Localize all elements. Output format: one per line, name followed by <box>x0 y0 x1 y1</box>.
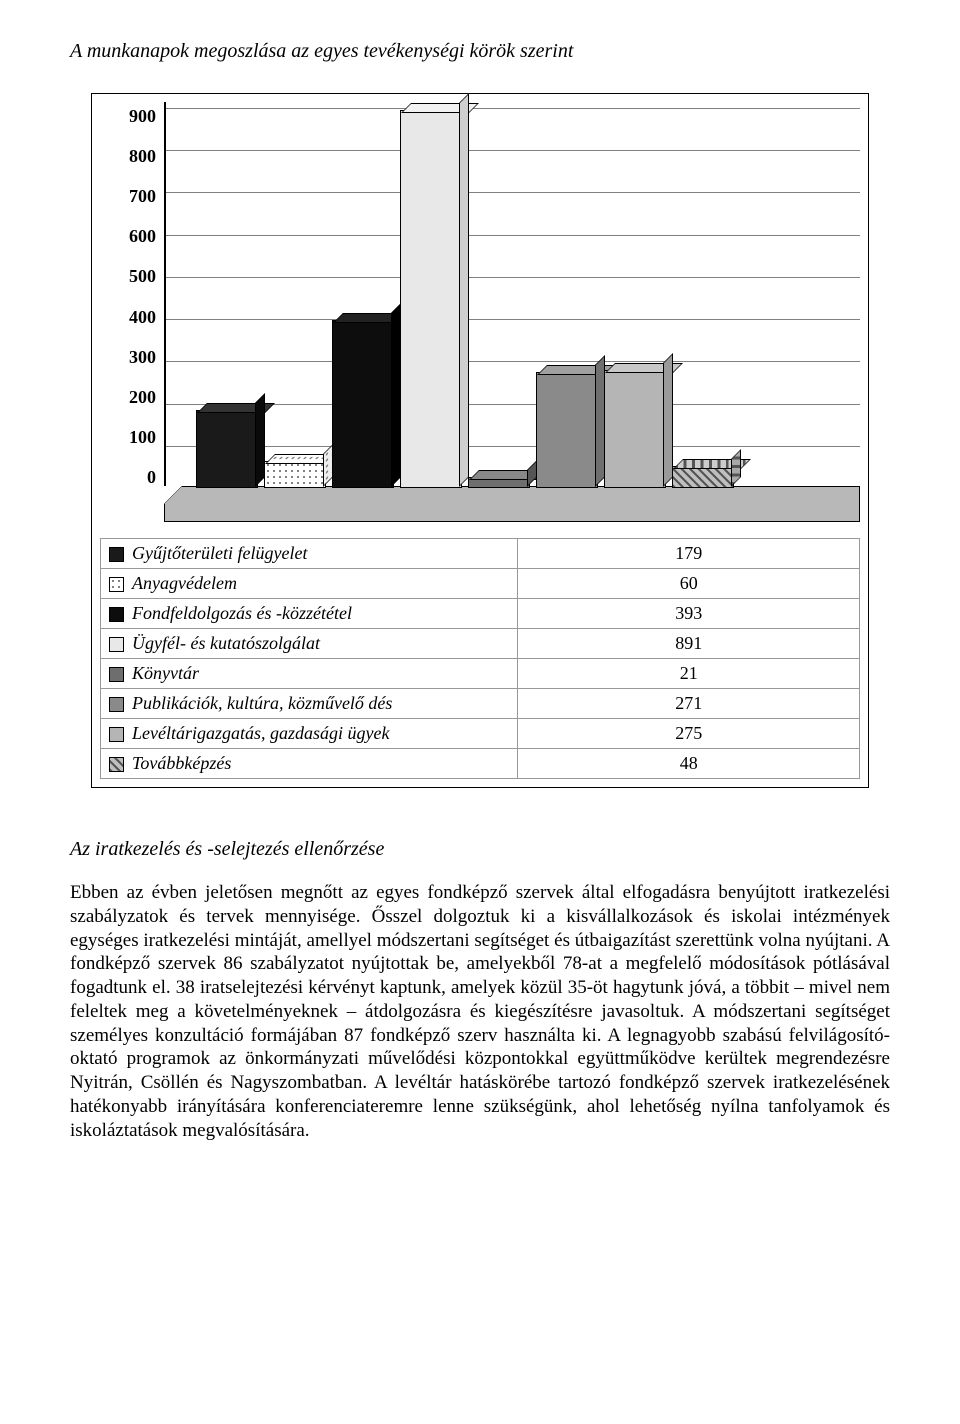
section-heading: Az iratkezelés és -selejtezés ellenőrzés… <box>70 838 890 861</box>
legend-value: 275 <box>518 719 860 749</box>
y-axis: 900 800 700 600 500 400 300 200 100 0 <box>100 102 164 522</box>
bar <box>604 370 666 488</box>
legend-label-cell: Könyvtár <box>101 659 518 689</box>
legend-label: Fondfeldolgozás és -közzététel <box>132 603 352 623</box>
y-tick-label: 100 <box>129 427 156 448</box>
y-tick-label: 300 <box>129 347 156 368</box>
legend-label: Könyvtár <box>132 663 199 683</box>
legend-swatch <box>109 547 124 562</box>
legend-label: Gyűjtőterületi felügyelet <box>132 543 307 563</box>
legend-label: Továbbképzés <box>132 753 231 773</box>
bar <box>196 410 258 488</box>
legend-label-cell: Publikációk, kultúra, közművelő dés <box>101 689 518 719</box>
bar <box>400 110 462 488</box>
bar <box>672 466 734 488</box>
legend-value: 393 <box>518 599 860 629</box>
bar-side-face <box>459 93 469 487</box>
legend-table: Gyűjtőterületi felügyelet179Anyagvédelem… <box>100 538 860 779</box>
bars-container <box>196 108 850 488</box>
legend-label-cell: Továbbképzés <box>101 749 518 779</box>
legend-row: Levéltárigazgatás, gazdasági ügyek 275 <box>101 719 860 749</box>
legend-swatch <box>109 697 124 712</box>
y-tick-label: 200 <box>129 387 156 408</box>
plot-area <box>164 102 860 522</box>
legend-swatch <box>109 667 124 682</box>
bar <box>536 372 598 488</box>
bar-side-face <box>731 449 741 487</box>
legend-row: Továbbképzés 48 <box>101 749 860 779</box>
legend-swatch <box>109 607 124 622</box>
legend-row: Gyűjtőterületi felügyelet 179 <box>101 539 860 569</box>
page-title: A munkanapok megoszlása az egyes tevéken… <box>70 40 890 63</box>
legend-row: Könyvtár 21 <box>101 659 860 689</box>
document-page: A munkanapok megoszlása az egyes tevéken… <box>0 0 960 1202</box>
legend-label: Ügyfél- és kutatószolgálat <box>132 633 320 653</box>
legend-label-cell: Ügyfél- és kutatószolgálat <box>101 629 518 659</box>
legend-value: 21 <box>518 659 860 689</box>
legend-label-cell: Levéltárigazgatás, gazdasági ügyek <box>101 719 518 749</box>
legend-swatch <box>109 637 124 652</box>
chart-floor <box>164 486 860 522</box>
legend-label-cell: Gyűjtőterületi felügyelet <box>101 539 518 569</box>
y-tick-label: 900 <box>129 106 156 127</box>
legend-swatch <box>109 727 124 742</box>
legend-label: Anyagvédelem <box>132 573 237 593</box>
legend-row: Ügyfél- és kutatószolgálat 891 <box>101 629 860 659</box>
legend-value: 60 <box>518 569 860 599</box>
legend-value: 891 <box>518 629 860 659</box>
bar-chart: 900 800 700 600 500 400 300 200 100 0 Gyűjtőterül… <box>91 93 869 788</box>
y-tick-label: 0 <box>147 467 156 488</box>
bar <box>332 320 394 488</box>
legend-swatch <box>109 577 124 592</box>
body-paragraph: Ebben az évben jeletősen megnőtt az egye… <box>70 881 890 1142</box>
bar <box>468 477 530 488</box>
legend-value: 48 <box>518 749 860 779</box>
legend-value: 271 <box>518 689 860 719</box>
legend-label-cell: Anyagvédelem <box>101 569 518 599</box>
plot-wrap: 900 800 700 600 500 400 300 200 100 0 <box>100 102 860 522</box>
legend-label-cell: Fondfeldolgozás és -közzététel <box>101 599 518 629</box>
bar <box>264 461 326 488</box>
legend-label: Levéltárigazgatás, gazdasági ügyek <box>132 723 389 743</box>
y-tick-label: 500 <box>129 266 156 287</box>
legend-value: 179 <box>518 539 860 569</box>
y-tick-label: 600 <box>129 226 156 247</box>
legend-swatch <box>109 757 124 772</box>
y-tick-label: 400 <box>129 307 156 328</box>
y-tick-label: 800 <box>129 146 156 167</box>
legend-row: Anyagvédelem 60 <box>101 569 860 599</box>
legend-row: Fondfeldolgozás és -közzététel 393 <box>101 599 860 629</box>
y-tick-label: 700 <box>129 186 156 207</box>
legend-label: Publikációk, kultúra, közművelő dés <box>132 693 392 713</box>
legend-row: Publikációk, kultúra, közművelő dés 271 <box>101 689 860 719</box>
